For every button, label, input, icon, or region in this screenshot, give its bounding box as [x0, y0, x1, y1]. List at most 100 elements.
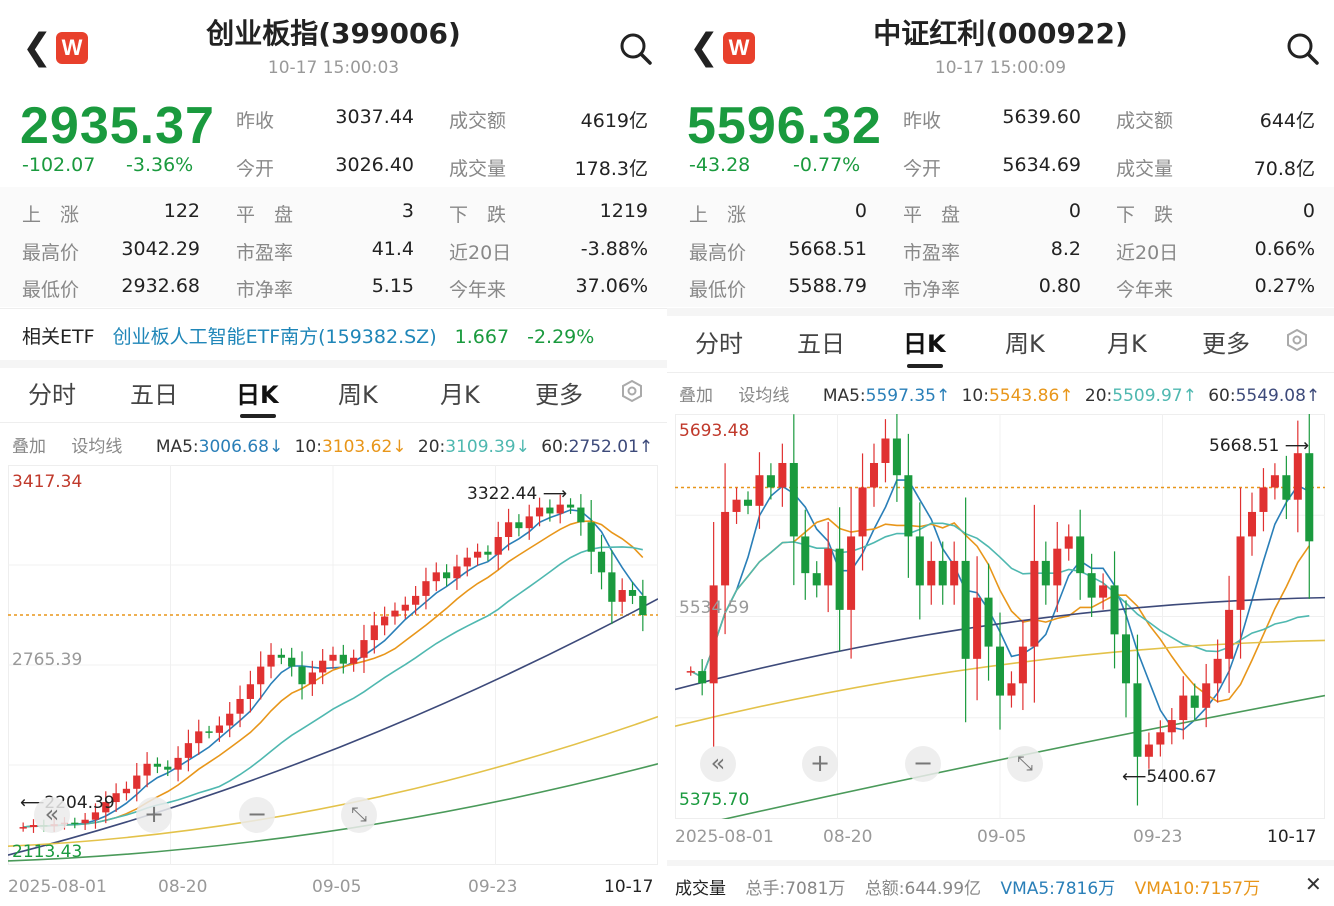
ma10-line: [23, 520, 644, 828]
candle-body: [339, 654, 347, 664]
scroll-left-button[interactable]: «: [700, 746, 736, 782]
zoom-out-button[interactable]: −: [239, 797, 275, 833]
tab-intraday[interactable]: 分时: [28, 381, 76, 409]
candle-body: [484, 551, 492, 555]
gear-icon[interactable]: [1285, 328, 1309, 352]
kline-chart[interactable]: [8, 465, 658, 865]
panel-csi-dividend: ❮ W 中证红利(000922) 10-17 15:00:09 5596.32 …: [667, 0, 1334, 906]
ma10-label: 10:: [961, 386, 989, 406]
gear-icon[interactable]: [620, 379, 644, 403]
zoom-in-button[interactable]: +: [136, 797, 172, 833]
tab-five-day[interactable]: 五日: [797, 330, 845, 358]
tab-more[interactable]: 更多: [1202, 330, 1250, 358]
high-marker: 3322.44 ⟶: [467, 484, 568, 504]
candle-body: [215, 725, 224, 733]
search-icon[interactable]: [1286, 32, 1320, 66]
candle-body: [984, 597, 993, 647]
ma-setting-button[interactable]: 设均线: [738, 386, 790, 406]
candle-body: [847, 536, 856, 610]
stat-label: 昨收: [903, 110, 942, 132]
candle-body: [618, 590, 626, 602]
candle-body: [812, 573, 821, 586]
candle-body: [789, 462, 798, 537]
divider: [0, 422, 667, 423]
expand-icon[interactable]: ⤡: [1007, 746, 1043, 782]
stat-value: 644亿: [1259, 110, 1315, 132]
x-axis-label: 09-05: [312, 877, 362, 897]
candle-body: [995, 646, 1005, 696]
stat-value: 5634.69: [1002, 154, 1081, 176]
tab-intraday[interactable]: 分时: [695, 330, 743, 358]
stat-value: 3026.40: [335, 154, 414, 176]
volume-legend: 成交量 总手:7081万 总额:644.99亿 VMA5:7816万 VMA10…: [675, 874, 1260, 899]
tab-five-day[interactable]: 五日: [130, 381, 178, 409]
divider: [667, 372, 1334, 373]
scroll-left-button[interactable]: «: [34, 797, 70, 833]
candle-body: [412, 595, 420, 605]
candle-body: [1190, 695, 1199, 708]
candle-body: [1225, 609, 1234, 659]
candle-body: [174, 757, 182, 770]
candle-body: [1236, 536, 1245, 610]
candle-body: [950, 560, 959, 586]
candle-body: [732, 499, 741, 512]
ma-setting-button[interactable]: 设均线: [71, 437, 123, 457]
candle-body: [1270, 475, 1279, 488]
stat-label: 成交额: [1116, 110, 1174, 132]
candle-body: [401, 604, 409, 611]
chevron-left-icon[interactable]: ❮: [689, 27, 720, 68]
stat-value: 0: [1068, 200, 1081, 222]
ma60-label: 60:: [541, 437, 569, 457]
volume-label[interactable]: 成交量: [675, 879, 726, 899]
candle-body: [1121, 634, 1131, 684]
search-icon[interactable]: [619, 32, 653, 66]
candle-body: [153, 763, 162, 767]
candle-body: [1179, 695, 1188, 721]
last-price: 2935.37: [20, 97, 215, 155]
tab-daily-k[interactable]: 日K: [236, 381, 279, 409]
divider: [667, 308, 1334, 316]
candle-body: [597, 551, 606, 573]
kline-chart[interactable]: [675, 414, 1325, 819]
tab-monthly-k[interactable]: 月K: [1107, 330, 1147, 358]
overlay-button[interactable]: 叠加: [12, 437, 46, 457]
candle-body: [927, 560, 936, 586]
candle-body: [308, 672, 316, 685]
close-icon[interactable]: ✕: [1305, 872, 1322, 896]
ma10-value: 5543.86↑: [988, 386, 1074, 406]
app-logo[interactable]: W: [56, 32, 88, 64]
stat-value: 122: [163, 200, 200, 222]
x-axis-label: 08-20: [158, 877, 208, 897]
candle-body: [766, 475, 775, 488]
stat-label: 平 盘: [903, 204, 961, 226]
overlay-button[interactable]: 叠加: [679, 386, 713, 406]
expand-icon[interactable]: ⤡: [341, 797, 377, 833]
stat-label: 近20日: [449, 242, 512, 264]
zoom-out-button[interactable]: −: [905, 746, 941, 782]
tab-indicator: [240, 414, 276, 418]
stat-label: 今年来: [449, 279, 507, 301]
app-logo[interactable]: W: [723, 32, 755, 64]
stat-label: 今开: [236, 158, 275, 180]
stat-label: 最低价: [22, 279, 80, 301]
zoom-in-button[interactable]: +: [802, 746, 838, 782]
chevron-left-icon[interactable]: ❮: [22, 27, 53, 68]
related-etf[interactable]: 相关ETF 创业板人工智能ETF南方(159382.SZ) 1.667 -2.2…: [22, 322, 594, 349]
stat-value: 5.15: [371, 275, 414, 297]
tab-monthly-k[interactable]: 月K: [440, 381, 480, 409]
tab-weekly-k[interactable]: 周K: [338, 381, 378, 409]
candle-body: [422, 581, 430, 596]
etf-name[interactable]: 创业板人工智能ETF南方(159382.SZ): [112, 326, 437, 348]
candle-body: [1041, 560, 1050, 586]
stat-value: 37.06%: [575, 275, 648, 297]
candle-body: [195, 731, 203, 744]
candle-body: [577, 507, 585, 523]
stat-label: 近20日: [1116, 242, 1179, 264]
divider: [667, 860, 1334, 866]
tab-more[interactable]: 更多: [535, 381, 583, 409]
tab-daily-k[interactable]: 日K: [903, 330, 946, 358]
tab-weekly-k[interactable]: 周K: [1005, 330, 1045, 358]
candle-body: [184, 743, 193, 758]
candle-body: [463, 557, 471, 567]
stat-label: 市净率: [903, 279, 961, 301]
